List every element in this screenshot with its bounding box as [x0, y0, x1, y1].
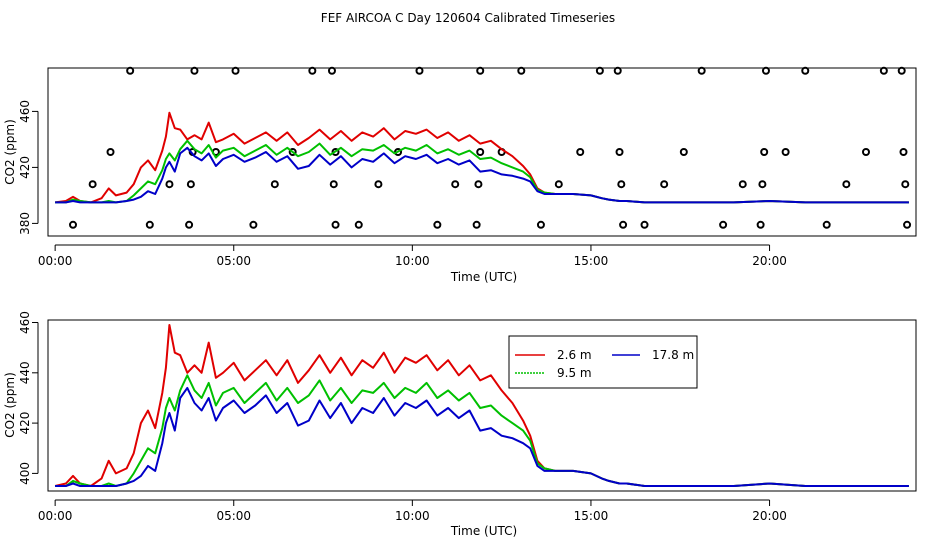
x-tick-label-bottom: 15:00 [574, 509, 609, 523]
x-tick-label-top: 00:00 [38, 254, 73, 268]
calibration-marker [331, 220, 340, 229]
x-tick-label-top: 10:00 [395, 254, 430, 268]
y-axis-label-bottom: CO2 (ppm) [3, 372, 17, 438]
calibration-marker [756, 220, 765, 229]
y-axis-top: 380 420 460 [18, 100, 39, 235]
calibration-marker [758, 180, 767, 189]
calibration-marker [327, 66, 336, 75]
calibration-marker [897, 66, 906, 75]
y-axis-bottom: 400 420 440 460 [18, 311, 39, 485]
x-tick-label-bottom: 05:00 [216, 509, 251, 523]
calibration-marker [615, 148, 624, 156]
x-axis-label-bottom: Time (UTC) [450, 524, 517, 538]
calibration-marker [781, 148, 790, 156]
calibration-panel: 00:00 05:00 10:00 15:00 20:00 380 420 460 Time… [3, 66, 917, 284]
calibration-marker [145, 220, 154, 229]
calibration-marker [640, 220, 649, 229]
chart-title: FEF AIRCOA C Day 120604 Calibrated Times… [321, 11, 615, 25]
calibration-marker [329, 180, 338, 189]
legend-box [508, 335, 698, 389]
calibration-marker [536, 220, 545, 229]
x-tick-label-top: 20:00 [752, 254, 787, 268]
y-tick-label-top: 460 [18, 100, 32, 123]
y-tick-label-bottom: 420 [18, 412, 32, 435]
calibration-marker [308, 66, 317, 75]
y-tick-label-top: 420 [18, 156, 32, 179]
calibration-marker [576, 148, 585, 156]
calibration-marker [761, 66, 770, 75]
calibration-marker [861, 148, 870, 156]
calibration-marker [354, 220, 363, 229]
calibration-marker [106, 148, 115, 156]
calibration-marker [190, 66, 199, 75]
calibration-marker [738, 180, 747, 189]
x-tick-label-bottom: 10:00 [395, 509, 430, 523]
y-tick-label-top: 380 [18, 212, 32, 235]
calibration-marker [476, 66, 485, 75]
y-tick-label-bottom: 400 [18, 462, 32, 485]
x-axis-label-top: Time (UTC) [450, 270, 517, 284]
y-tick-label-bottom: 460 [18, 311, 32, 334]
calibration-marker [165, 180, 174, 189]
timeseries-panel: 00:00 05:00 10:00 15:00 20:00 400 420 440 460 T… [3, 311, 917, 538]
series-line-top-17-8-m [55, 146, 909, 204]
calibration-marker [270, 180, 279, 189]
calibration-marker [374, 180, 383, 189]
series-line-top-2-6-m [54, 111, 909, 204]
calibration-marker [474, 180, 483, 189]
calibration-marker [901, 180, 910, 189]
x-tick-label-top: 15:00 [574, 254, 609, 268]
calibration-marker [126, 66, 135, 75]
x-axis-bottom: 00:00 05:00 10:00 15:00 20:00 [38, 499, 787, 523]
calibration-marker [185, 220, 194, 229]
calibration-marker [472, 220, 481, 229]
series-line-17-8-m [55, 386, 909, 487]
series-lines [54, 324, 909, 487]
calibration-marker [822, 220, 831, 229]
calibration-marker [249, 220, 258, 229]
y-axis-label-top: CO2 (ppm) [3, 119, 17, 185]
x-tick-label-bottom: 00:00 [38, 509, 73, 523]
calibration-marker [331, 148, 340, 156]
calibration-marker [231, 66, 240, 75]
calibration-marker [660, 180, 669, 189]
plot-frame-bottom [47, 319, 917, 492]
legend-label-17-8m: 17.8 m [652, 348, 694, 362]
calibration-marker [617, 180, 626, 189]
calibration-markers [54, 66, 912, 229]
calibration-marker [288, 148, 297, 156]
calibration-marker [595, 66, 604, 75]
calibration-marker [899, 148, 908, 156]
y-tick-label-bottom: 440 [18, 361, 32, 384]
calibration-marker [801, 66, 810, 75]
calibration-marker [186, 180, 195, 189]
calibration-marker [842, 180, 851, 189]
calibration-marker [451, 180, 460, 189]
x-tick-label-top: 05:00 [216, 254, 251, 268]
legend: 2.6 m 9.5 m 17.8 m [508, 335, 698, 389]
calibration-marker [476, 148, 485, 156]
calibration-marker [697, 66, 706, 75]
x-axis-top: 00:00 05:00 10:00 15:00 20:00 [38, 244, 787, 268]
calibration-marker [88, 180, 97, 189]
calibration-marker [69, 220, 78, 229]
calibration-marker [903, 220, 912, 229]
calibration-marker [517, 66, 526, 75]
calibration-marker [719, 220, 728, 229]
legend-label-2-6m: 2.6 m [557, 348, 592, 362]
calibration-marker [554, 180, 563, 189]
calibration-marker [415, 66, 424, 75]
calibration-marker [613, 66, 622, 75]
x-tick-label-bottom: 20:00 [752, 509, 787, 523]
calibration-marker [619, 220, 628, 229]
legend-label-9-5m: 9.5 m [557, 366, 592, 380]
calibration-marker [679, 148, 688, 156]
calibration-marker [433, 220, 442, 229]
calibration-marker [879, 66, 888, 75]
calibration-marker [760, 148, 769, 156]
series-line-2-6-m [54, 324, 909, 487]
